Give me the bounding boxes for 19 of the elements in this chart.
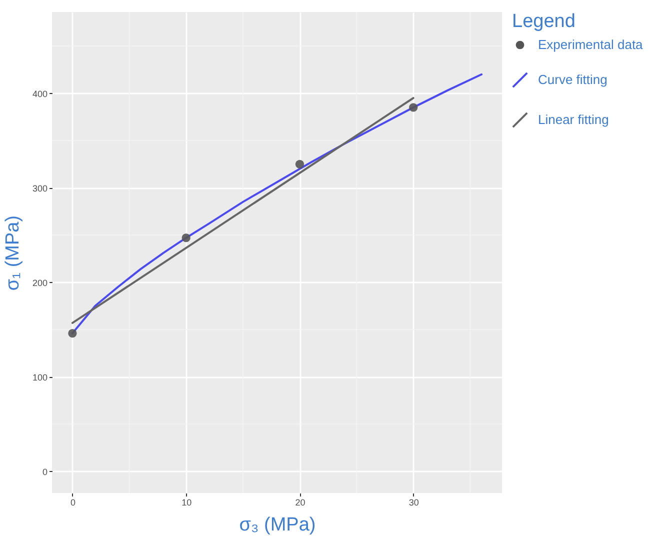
- x-axis-title: σ₃ (MPa): [239, 514, 316, 536]
- x-tick-label: 30: [408, 498, 419, 508]
- x-tick-label: 10: [182, 498, 192, 508]
- y-tick-label: 300: [32, 183, 48, 194]
- y-tick-label: 200: [32, 278, 48, 288]
- legend-label: Linear fitting: [538, 112, 609, 127]
- y-tick-label: 0: [42, 466, 48, 477]
- point: [409, 103, 418, 112]
- y-tick-label: 400: [32, 88, 48, 99]
- legend-label: Experimental data: [538, 37, 644, 52]
- legend-label: Curve fitting: [538, 72, 608, 87]
- y-tick-label: 100: [32, 372, 48, 382]
- x-tick-label: 20: [295, 498, 306, 508]
- point: [295, 160, 304, 168]
- legend-title: Legend: [512, 11, 576, 32]
- x-tick-label: 0: [70, 498, 76, 508]
- y-axis-title: σ₁ (MPa): [2, 215, 24, 291]
- point: [182, 234, 190, 242]
- point: [68, 328, 77, 338]
